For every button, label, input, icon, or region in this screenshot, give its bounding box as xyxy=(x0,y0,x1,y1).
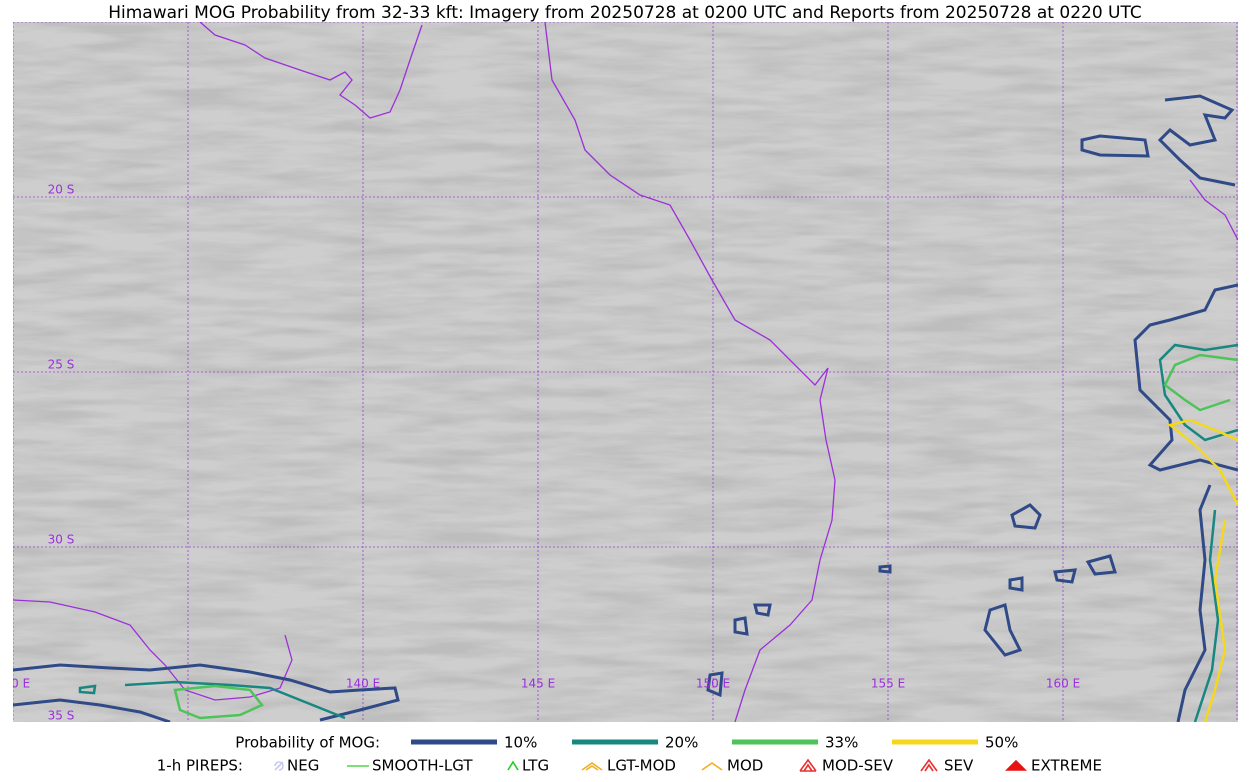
legend-label: 10% xyxy=(504,734,537,752)
legend-label: LGT-MOD xyxy=(607,757,676,775)
pireps-legend-title: 1-h PIREPS: xyxy=(157,757,243,775)
legend-label: EXTREME xyxy=(1031,757,1102,775)
lat-label: 30 S xyxy=(48,533,75,547)
legend: 10% 20% 33% 50% NEG SMOOTH-LGT LTG LGT-MOD MOD MO… xyxy=(274,734,1102,775)
pirep-symbol xyxy=(701,762,723,771)
coastline xyxy=(13,22,1238,722)
lat-label: 20 S xyxy=(48,183,75,197)
lat-label: 25 S xyxy=(48,358,75,372)
pirep-symbol xyxy=(507,760,519,771)
legend-label: NEG xyxy=(287,757,319,775)
legend-label: 33% xyxy=(825,734,858,752)
lon-label: 150 E xyxy=(696,677,730,691)
lon-label: 155 E xyxy=(871,677,905,691)
pirep-symbol xyxy=(274,761,284,771)
title: Himawari MOG Probability from 32-33 kft:… xyxy=(108,3,1142,23)
lon-label: 145 E xyxy=(521,677,555,691)
pirep-symbol xyxy=(1005,759,1027,771)
lon-label: 130 E xyxy=(0,677,30,691)
legend-label: 20% xyxy=(665,734,698,752)
lon-label: 140 E xyxy=(346,677,380,691)
legend-label: LTG xyxy=(522,757,549,775)
pirep-symbol xyxy=(581,762,603,771)
lon-labels: 130 E 140 E 145 E 150 E 155 E 160 E xyxy=(0,677,1080,691)
probability-legend-title: Probability of MOG: xyxy=(235,734,380,752)
map: 20 S 25 S 30 S 35 S 130 E 140 E 145 E 150 E 155… xyxy=(0,22,1238,723)
pirep-symbol xyxy=(799,758,817,772)
pirep-symbol xyxy=(920,758,938,772)
legend-label: MOD-SEV xyxy=(822,757,894,775)
lat-labels: 20 S 25 S 30 S 35 S xyxy=(48,183,75,723)
legend-label: SMOOTH-LGT xyxy=(372,757,473,775)
lon-label: 160 E xyxy=(1046,677,1080,691)
grid xyxy=(13,22,1238,722)
legend-label: MOD xyxy=(727,757,763,775)
lat-label: 35 S xyxy=(48,709,75,723)
contours xyxy=(13,94,1238,722)
legend-label: 50% xyxy=(985,734,1018,752)
legend-label: SEV xyxy=(944,757,974,775)
